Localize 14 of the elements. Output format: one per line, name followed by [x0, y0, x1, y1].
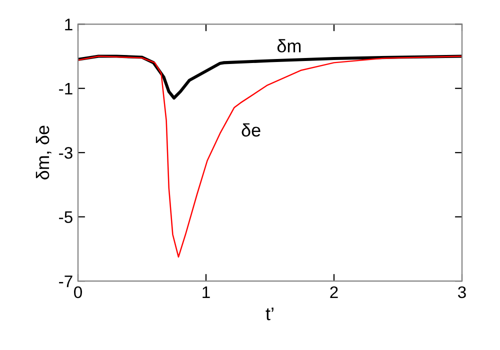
x-tick-label: 1 [202, 286, 210, 298]
y-tick-label: -1 [59, 82, 72, 94]
y-tick-label: -7 [59, 276, 72, 288]
y-tick-label: -5 [59, 211, 72, 224]
series-label: δm [277, 39, 301, 52]
y-tick-label: -3 [59, 147, 72, 159]
line-series [78, 56, 462, 258]
x-axis-title: t’ [266, 308, 274, 320]
x-tick-label: 2 [330, 286, 338, 298]
series-label: δe [242, 123, 260, 137]
x-tick-label: 3 [458, 286, 466, 298]
x-tick-label: 0 [74, 286, 82, 298]
y-tick-label: 1 [65, 18, 72, 30]
y-axis-title: δm, δe [36, 126, 52, 180]
